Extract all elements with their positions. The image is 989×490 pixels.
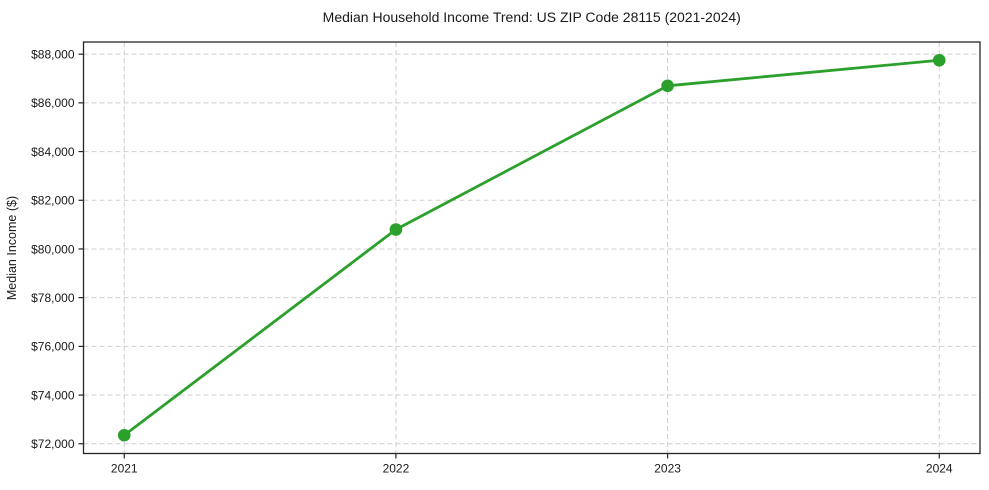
x-tick-label: 2023	[654, 462, 681, 476]
data-point	[117, 428, 131, 442]
y-tick-label: $74,000	[31, 388, 75, 402]
axes: $72,000 $74,000 $76,000 $78,000 $80,000 $82,0…	[31, 41, 981, 476]
plot-border	[82, 41, 981, 455]
y-tick-label: $84,000	[31, 145, 75, 159]
y-tick-label: $72,000	[31, 437, 75, 451]
data-point	[661, 79, 674, 93]
gridlines	[83, 42, 980, 454]
y-tick-label: $88,000	[31, 47, 75, 61]
y-tick-label: $80,000	[31, 242, 75, 256]
y-tick-label: $76,000	[31, 340, 75, 354]
data-point	[932, 53, 946, 67]
x-tick-label: 2024	[926, 462, 953, 476]
y-tick-label: $82,000	[31, 194, 75, 208]
x-tick-label: 2021	[111, 462, 138, 476]
chart-title: Median Household Income Trend: US ZIP Co…	[323, 9, 741, 25]
y-axis-title: Median Income ($)	[5, 196, 19, 300]
x-tick-label: 2022	[383, 462, 410, 476]
y-tick-label: $86,000	[31, 96, 75, 110]
y-tick-label: $78,000	[31, 291, 75, 305]
data-point	[389, 223, 403, 236]
series	[117, 53, 946, 442]
series-line	[122, 58, 941, 437]
